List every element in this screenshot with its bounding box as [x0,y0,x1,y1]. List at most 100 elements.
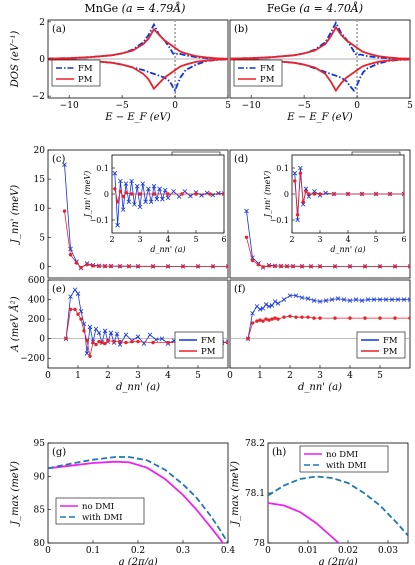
legend-label: PM [260,75,275,85]
plot-body [292,165,404,223]
data-point-fm [96,330,102,336]
data-point-pm [264,317,268,321]
data-point-fm [176,194,182,199]
data-point-fm [114,331,120,337]
data-point-fm [250,310,255,316]
data-point-pm [378,264,382,269]
data-point-fm [275,301,281,306]
x-tick-label: 6 [221,235,226,244]
data-point-fm [317,299,323,304]
data-point-pm [196,264,200,269]
x-tick-label: −10 [242,101,261,111]
data-point-fm [182,189,188,194]
data-point-pm [393,264,397,269]
data-point-pm [348,264,352,269]
data-point-fm [84,351,90,356]
data-point-pm [151,340,155,345]
data-point-pm [118,189,123,194]
data-point-fm [78,309,84,314]
data-point-pm [288,314,292,318]
data-point-pm [85,262,89,267]
data-point-fm [329,297,335,302]
x-tick-label: 0.02 [338,546,358,556]
data-point-fm [120,207,126,212]
data-point-pm [211,264,215,269]
data-point-pm [363,316,367,320]
y-axis-label: J_nn' (meV) [263,171,272,220]
x-tick-label: 0.1 [86,546,100,556]
data-point-fm [134,183,140,189]
y-axis-label: A (meV Å²) [9,296,21,352]
y-tick-label: −0.1 [270,216,289,225]
y-tick-label: −2 [32,92,45,102]
panel-label: (h) [272,447,286,458]
data-point-pm [363,264,367,269]
data-point-pm [130,339,134,344]
series-line-no-dmi [48,460,225,543]
x-axis-label: q (2π/a) [118,557,158,565]
data-point-fm [132,202,137,207]
data-point-pm [103,264,107,268]
y-tick-label: 2 [39,18,45,28]
x-tick-label: −5 [297,101,311,111]
y-tick-label: 78 [254,539,266,549]
y-tick-label: 95 [34,439,46,449]
data-point-fm [407,297,410,302]
x-tick-label: 5 [193,235,198,244]
data-point-fm [75,291,81,296]
data-point-pm [332,192,336,196]
x-tick-label: 2 [287,371,293,381]
data-point-pm [79,265,83,270]
data-point-pm [318,264,322,269]
panel-label: (c) [52,154,66,165]
data-point-pm [261,319,265,323]
legend-label: FM [260,64,275,74]
panel-g: 0 0.1 0.2 0.3 0.4 80 85 90 95 (g) q (2π/a) J_max (m… [10,439,235,565]
data-point-fm [153,337,159,342]
data-point-fm [306,194,312,199]
data-point-pm [246,336,250,341]
data-point-fm [263,302,269,307]
data-point-fm [126,199,132,205]
data-point-pm [222,192,224,196]
y-tick-label: 15 [34,175,46,185]
data-point-pm [250,321,255,325]
panel-h: 0 0.01 0.02 0.03 78 78.1 78.2 (h) q (2π/a) J_max … [230,439,409,565]
data-point-fm [117,342,123,347]
x-tick-label: 4 [165,235,170,244]
data-point-pm [121,194,125,199]
data-point-pm [103,341,107,346]
data-point-pm [291,264,295,269]
x-tick-label: 0 [227,371,233,381]
legend-box [233,59,283,87]
data-point-pm [129,192,134,196]
series-line-with-dmi [48,456,228,543]
panel-label: (f) [234,284,246,295]
data-point-fm [389,297,395,302]
series-line-fm [230,58,410,93]
x-tick-label: 2 [109,235,114,244]
data-point-fm [165,195,171,201]
data-point-pm [318,316,322,320]
data-point-pm [62,209,67,213]
panel-label: (g) [52,447,66,458]
data-point-pm [166,192,170,196]
data-point-fm [87,324,93,330]
x-axis-label: E − E_F (eV) [104,112,170,123]
data-point-pm [267,264,271,268]
data-point-fm [137,204,143,210]
data-point-pm [124,340,128,345]
data-point-pm [261,265,265,269]
plot-body [48,287,228,358]
data-point-pm [68,253,73,257]
data-point-pm [91,340,95,345]
data-point-pm [79,317,83,321]
data-point-fm [162,187,168,193]
data-point-pm [258,318,262,322]
